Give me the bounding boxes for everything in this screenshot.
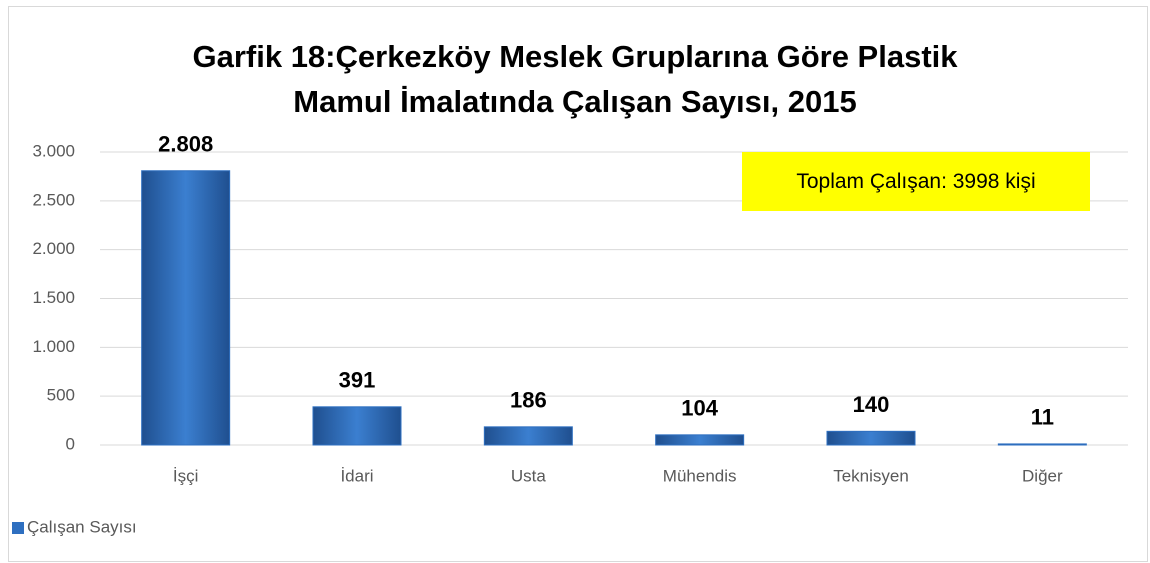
legend-swatch <box>12 522 24 534</box>
x-tick-label: Diğer <box>1022 466 1063 485</box>
chart-frame <box>8 6 1148 562</box>
y-tick-label: 1.000 <box>32 337 75 356</box>
y-tick-label: 500 <box>47 386 75 405</box>
bar <box>655 434 745 446</box>
legend-label: Çalışan Sayısı <box>27 517 137 536</box>
data-label: 11 <box>1031 405 1054 430</box>
data-label: 140 <box>853 392 890 417</box>
bar <box>312 406 402 446</box>
chart-title: Garfik 18:Çerkezköy Meslek Gruplarına Gö… <box>192 39 958 119</box>
bar <box>141 170 231 446</box>
y-tick-label: 3.000 <box>32 141 75 160</box>
x-tick-label: Mühendis <box>663 466 737 485</box>
x-tick-label: İşçi <box>173 466 199 485</box>
y-tick-label: 2.000 <box>32 239 75 258</box>
bar <box>826 430 916 446</box>
bar <box>997 443 1087 446</box>
x-tick-label: Teknisyen <box>833 466 909 485</box>
y-tick-label: 1.500 <box>32 288 75 307</box>
data-label: 391 <box>339 368 376 393</box>
y-tick-label: 0 <box>66 434 75 453</box>
data-label: 104 <box>681 396 718 421</box>
annotation: Toplam Çalışan: 3998 kişi <box>742 152 1090 211</box>
y-tick-label: 2.500 <box>32 190 75 209</box>
data-label: 186 <box>510 388 547 413</box>
bar <box>483 426 573 446</box>
data-label: 2.808 <box>158 132 213 157</box>
x-tick-label: Usta <box>511 466 547 485</box>
x-tick-label: İdari <box>340 466 373 485</box>
